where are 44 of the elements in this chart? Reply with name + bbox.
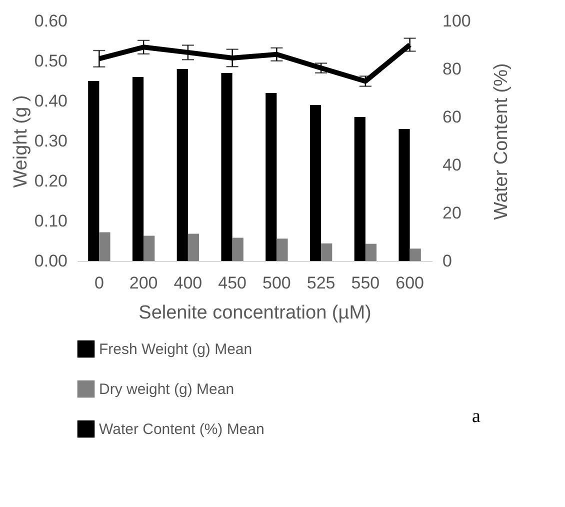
y2-tick-label: 60	[442, 108, 462, 126]
bar	[132, 77, 144, 261]
x-tick-label: 525	[306, 274, 336, 292]
y2-tick-label: 20	[442, 204, 462, 222]
x-tick-label: 200	[129, 274, 158, 292]
y-axis-title: Weight (g )	[10, 95, 32, 188]
y2-tick-label: 0	[442, 252, 452, 270]
bar	[321, 243, 332, 261]
y-tick-label: 0.10	[34, 212, 68, 230]
bar	[398, 129, 410, 261]
y2-tick-label: 40	[442, 156, 462, 174]
y2-tick-label: 80	[442, 60, 462, 78]
x-tick-label: 450	[218, 274, 246, 292]
bar	[88, 81, 100, 261]
bar	[365, 244, 377, 261]
y-tick-label: 0.00	[34, 252, 68, 270]
bar	[310, 105, 322, 261]
bar	[354, 117, 366, 261]
bar	[144, 236, 155, 261]
y-tick-label: 0.60	[34, 12, 68, 30]
legend-label: Water Content (%) Mean	[99, 421, 264, 438]
y2-tick-label: 100	[442, 12, 471, 30]
y2-axis-title: Water Content (%)	[490, 63, 512, 220]
bar	[410, 248, 421, 261]
legend-label: Dry weight (g) Mean	[99, 381, 234, 398]
bar	[99, 232, 110, 261]
bar	[176, 69, 188, 261]
y-tick-label: 0.40	[34, 92, 68, 110]
x-tick-label: 400	[174, 274, 202, 292]
text: a	[472, 406, 481, 427]
y-tick-label: 0.30	[34, 132, 68, 150]
x-tick-label: 500	[262, 274, 291, 292]
bar	[276, 238, 288, 261]
bar	[188, 234, 200, 261]
x-tick-label: 600	[396, 274, 424, 292]
y-tick-label: 0.50	[34, 52, 68, 70]
legend-label: Fresh Weight (g) Mean	[99, 341, 252, 358]
bar	[266, 93, 277, 261]
x-tick-label: 0	[94, 274, 104, 292]
x-axis-title: Selenite concentration (µM)	[138, 302, 372, 324]
x-tick-label: 550	[351, 274, 380, 292]
bar	[221, 73, 232, 261]
bar	[232, 238, 244, 261]
y-tick-label: 0.20	[34, 172, 68, 190]
